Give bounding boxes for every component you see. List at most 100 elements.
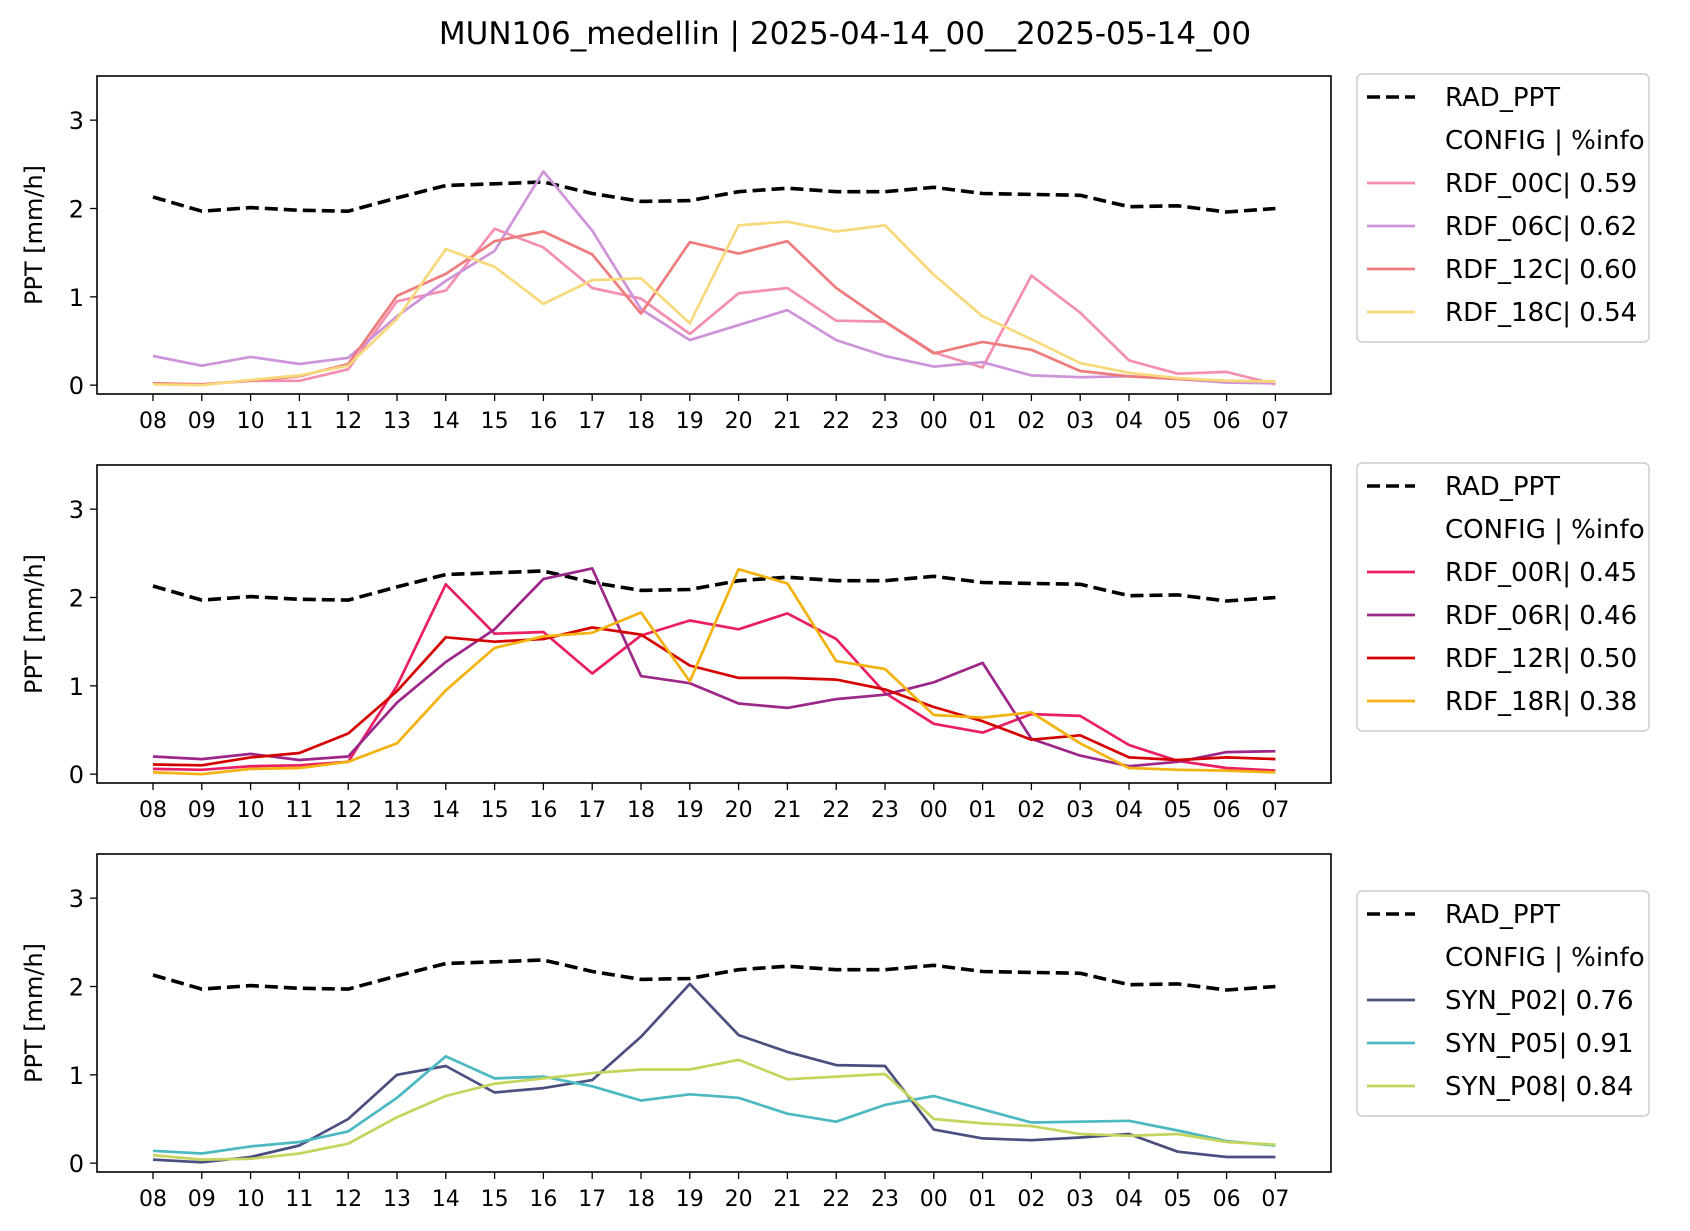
legend-entry-label: RDF_00R| 0.45	[1445, 558, 1637, 588]
legend-entry-label: RAD_PPT	[1445, 83, 1560, 113]
x-tick-label: 12	[334, 409, 362, 434]
x-tick-label: 02	[1017, 409, 1045, 434]
series-line-rad-ppt	[152, 958, 1276, 992]
plot-frame	[96, 853, 1332, 1173]
y-tick-label: 1	[69, 1062, 84, 1090]
x-tick-label: 05	[1164, 798, 1192, 823]
series-line-config-4	[152, 567, 1276, 776]
x-tick-label: 00	[920, 798, 948, 823]
plot-frame	[96, 464, 1332, 784]
x-tick-label: 02	[1017, 798, 1045, 823]
x-tick-label: 07	[1261, 1187, 1289, 1212]
series-line-config-1	[152, 227, 1276, 386]
x-tick-label: 03	[1066, 1187, 1094, 1212]
x-tick-label: 18	[627, 798, 655, 823]
x-tick-label: 03	[1066, 409, 1094, 434]
x-tick-label: 17	[578, 1187, 606, 1212]
series-line-config-2	[152, 170, 1276, 385]
legend-entry-label: SYN_P02| 0.76	[1445, 986, 1634, 1016]
x-tick-label: 01	[969, 409, 997, 434]
series-line-config-3	[152, 1058, 1276, 1161]
legend-header: CONFIG | %info	[1445, 943, 1645, 973]
y-tick-label: 3	[69, 885, 84, 913]
y-axis-label: PPT [mm/h]	[20, 554, 48, 694]
legend-header: CONFIG | %info	[1445, 126, 1645, 156]
y-axis-label: PPT [mm/h]	[20, 943, 48, 1083]
x-tick-label: 19	[676, 1187, 704, 1212]
x-tick-label: 06	[1213, 409, 1241, 434]
y-tick-label: 2	[69, 196, 84, 224]
x-tick-label: 20	[725, 1187, 753, 1212]
x-tick-label: 10	[237, 409, 265, 434]
x-tick-label: 02	[1017, 1187, 1045, 1212]
figure-title: MUN106_medellin | 2025-04-14_00__2025-05…	[439, 16, 1251, 52]
legend-entry-label: RDF_12R| 0.50	[1445, 644, 1637, 674]
series-line-config-3	[152, 626, 1276, 767]
x-tick-label: 04	[1115, 798, 1143, 823]
x-tick-label: 11	[285, 409, 313, 434]
legend-entry-label: RAD_PPT	[1445, 900, 1560, 930]
x-tick-label: 14	[432, 409, 460, 434]
x-tick-label: 01	[969, 798, 997, 823]
series-line-rad-ppt	[152, 569, 1276, 603]
y-axis-label: PPT [mm/h]	[20, 165, 48, 305]
legend-header: CONFIG | %info	[1445, 515, 1645, 545]
x-tick-label: 11	[285, 1187, 313, 1212]
series-line-rad-ppt	[152, 180, 1276, 214]
x-tick-label: 10	[237, 798, 265, 823]
x-tick-label: 14	[432, 798, 460, 823]
x-tick-label: 21	[773, 1187, 801, 1212]
x-tick-label: 21	[773, 409, 801, 434]
x-tick-label: 17	[578, 798, 606, 823]
y-tick-label: 1	[69, 673, 84, 701]
x-tick-label: 23	[871, 409, 899, 434]
series-line-config-2	[152, 567, 1276, 768]
x-tick-label: 01	[969, 1187, 997, 1212]
y-tick-label: 0	[69, 761, 84, 789]
x-tick-label: 18	[627, 1187, 655, 1212]
x-tick-label: 06	[1213, 1187, 1241, 1212]
x-tick-label: 04	[1115, 409, 1143, 434]
legend-entry-label: RDF_12C| 0.60	[1445, 255, 1637, 285]
y-tick-label: 2	[69, 974, 84, 1002]
x-tick-label: 03	[1066, 798, 1094, 823]
x-tick-label: 08	[139, 798, 167, 823]
x-tick-label: 18	[627, 409, 655, 434]
y-tick-label: 0	[69, 1150, 84, 1178]
legend-entry-label: SYN_P05| 0.91	[1445, 1029, 1634, 1059]
legend-entry-label: RDF_06C| 0.62	[1445, 212, 1637, 242]
x-tick-label: 09	[188, 409, 216, 434]
legend-entry-label: SYN_P08| 0.84	[1445, 1072, 1634, 1102]
x-tick-label: 23	[871, 798, 899, 823]
x-tick-label: 13	[383, 409, 411, 434]
y-tick-label: 3	[69, 107, 84, 135]
series-line-config-4	[152, 220, 1276, 387]
x-tick-label: 05	[1164, 409, 1192, 434]
x-tick-label: 20	[725, 798, 753, 823]
x-tick-label: 22	[822, 409, 850, 434]
x-tick-label: 23	[871, 1187, 899, 1212]
legend-entry-label: RDF_18C| 0.54	[1445, 298, 1637, 328]
x-tick-label: 10	[237, 1187, 265, 1212]
x-tick-label: 07	[1261, 798, 1289, 823]
legend-box	[1356, 462, 1650, 732]
x-tick-label: 08	[139, 409, 167, 434]
legend-box	[1356, 73, 1650, 343]
x-tick-label: 12	[334, 798, 362, 823]
x-tick-label: 21	[773, 798, 801, 823]
x-tick-label: 12	[334, 1187, 362, 1212]
x-tick-label: 19	[676, 409, 704, 434]
x-tick-label: 13	[383, 1187, 411, 1212]
series-line-config-1	[152, 582, 1276, 772]
x-tick-label: 16	[529, 798, 557, 823]
y-tick-label: 0	[69, 372, 84, 400]
legend-box	[1356, 890, 1650, 1117]
x-tick-label: 00	[920, 409, 948, 434]
x-tick-label: 05	[1164, 1187, 1192, 1212]
x-tick-label: 15	[481, 1187, 509, 1212]
plot-frame	[96, 75, 1332, 395]
